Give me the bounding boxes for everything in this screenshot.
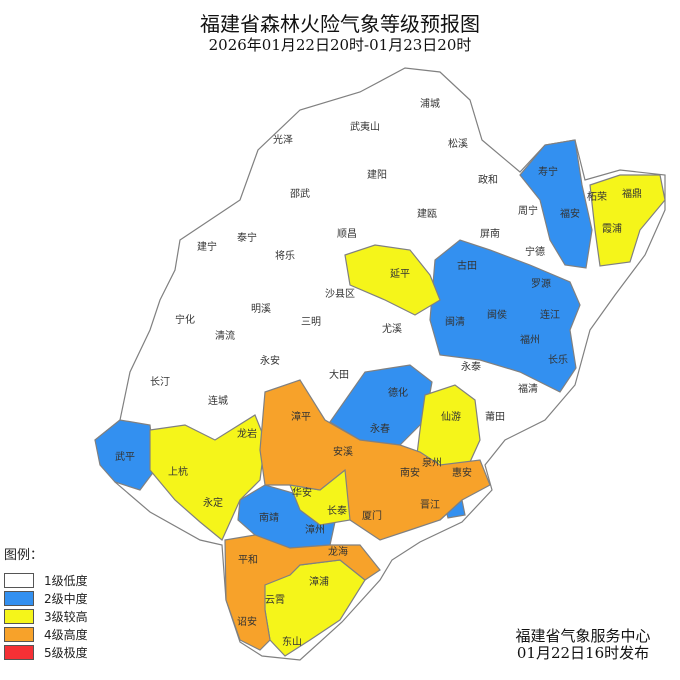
issuer-block: 福建省气象服务中心 01月22日16时发布 xyxy=(488,628,678,662)
legend-swatch xyxy=(4,608,34,624)
county-label: 周宁 xyxy=(518,204,538,217)
county-label: 大田 xyxy=(329,368,349,381)
county-label: 连江 xyxy=(540,308,560,321)
county-label: 建阳 xyxy=(367,168,387,181)
county-label: 莆田 xyxy=(485,410,505,423)
legend-item-level-3: 3级较高 xyxy=(4,607,88,625)
county-label: 永春 xyxy=(370,422,390,435)
legend-swatch xyxy=(4,572,34,588)
issuer-name: 福建省气象服务中心 xyxy=(515,627,651,645)
county-label: 顺昌 xyxy=(337,228,357,240)
county-label: 建宁 xyxy=(197,240,217,253)
county-label: 政和 xyxy=(478,173,498,186)
region-yanping xyxy=(344,244,441,316)
county-label: 厦门 xyxy=(362,509,382,522)
legend-item-level-4: 4级高度 xyxy=(4,625,88,643)
county-label: 建瓯 xyxy=(417,207,437,220)
county-label: 闽侯 xyxy=(487,308,507,321)
county-label: 东山 xyxy=(282,635,302,648)
region-wuping xyxy=(94,419,156,491)
legend-label: 4级高度 xyxy=(44,627,88,642)
region-xiapu-fuding xyxy=(589,174,666,267)
county-label: 安溪 xyxy=(333,445,353,458)
county-label: 福州 xyxy=(520,333,540,346)
region-zhangping-anxi-nanan xyxy=(259,379,491,541)
county-label: 惠安 xyxy=(452,466,472,479)
county-label: 漳平 xyxy=(291,410,311,423)
legend-swatch xyxy=(4,590,34,606)
county-label: 三明 xyxy=(301,316,321,328)
county-label: 德化 xyxy=(388,386,408,399)
legend-item-level-5: 5级极度 xyxy=(4,643,88,661)
county-label: 光泽 xyxy=(273,133,293,146)
county-label: 龙海 xyxy=(328,545,348,558)
legend-item-level-2: 2级中度 xyxy=(4,589,88,607)
county-label: 长乐 xyxy=(548,354,568,366)
legend-title: 图例： xyxy=(4,548,44,563)
county-label: 明溪 xyxy=(251,303,271,315)
county-label: 延平 xyxy=(390,268,410,280)
legend-swatch xyxy=(4,626,34,642)
county-label: 仙游 xyxy=(441,410,461,423)
county-label: 将乐 xyxy=(275,250,295,262)
county-label: 永安 xyxy=(260,354,280,367)
county-label: 漳州 xyxy=(305,523,325,536)
county-label: 武平 xyxy=(115,450,135,463)
county-label: 寿宁 xyxy=(538,165,558,178)
county-label: 永泰 xyxy=(461,360,481,373)
county-label: 尤溪 xyxy=(382,322,402,335)
county-label: 清流 xyxy=(215,329,235,342)
county-label: 诏安 xyxy=(237,615,257,628)
county-label: 连城 xyxy=(208,394,228,407)
region-longyan-shanghang xyxy=(149,414,266,541)
county-label: 长泰 xyxy=(327,504,347,517)
issue-time: 01月22日16时发布 xyxy=(516,644,650,662)
county-label: 罗源 xyxy=(531,277,551,290)
county-label: 宁德 xyxy=(525,245,545,258)
county-label: 云霄 xyxy=(265,594,285,606)
legend-label: 2级中度 xyxy=(44,591,88,606)
county-label: 闽清 xyxy=(445,315,465,328)
legend: 图例： 1级低度 2级中度 3级较高 4级高度 5级极度 xyxy=(4,544,88,661)
county-label: 邵武 xyxy=(290,187,310,200)
county-label: 上杭 xyxy=(168,465,188,478)
county-label: 屏南 xyxy=(480,227,500,240)
county-label: 龙岩 xyxy=(237,427,257,440)
region-shouning-fuan xyxy=(519,139,593,269)
map-title: 福建省森林火险气象等级预报图 xyxy=(200,12,480,36)
region-fuzhou xyxy=(429,239,581,393)
legend-swatch xyxy=(4,644,34,660)
legend-label: 3级较高 xyxy=(44,609,88,624)
county-label: 福鼎 xyxy=(622,187,642,200)
legend-label: 5级极度 xyxy=(44,645,88,660)
county-label: 华安 xyxy=(292,486,312,499)
county-label: 沙县区 xyxy=(325,288,355,300)
county-label: 永定 xyxy=(203,496,223,509)
county-label: 泰宁 xyxy=(237,231,257,244)
legend-item-level-1: 1级低度 xyxy=(4,571,88,589)
county-label: 晋江 xyxy=(420,499,440,511)
county-label: 平和 xyxy=(238,554,258,566)
county-label: 武夷山 xyxy=(350,120,380,133)
county-label: 福清 xyxy=(518,382,538,395)
county-label: 古田 xyxy=(457,259,477,272)
county-label: 柘荣 xyxy=(587,190,607,203)
county-label: 南安 xyxy=(400,466,420,479)
county-label: 霞浦 xyxy=(602,222,622,235)
county-label: 浦城 xyxy=(420,97,440,110)
province-outline xyxy=(94,67,666,661)
county-label: 泉州 xyxy=(422,456,442,469)
county-label: 宁化 xyxy=(175,313,195,326)
county-label: 福安 xyxy=(560,207,580,220)
legend-label: 1级低度 xyxy=(44,573,88,588)
map-subtitle: 2026年01月22日20时-01月23日20时 xyxy=(208,36,472,54)
county-label: 南靖 xyxy=(259,511,279,524)
region-pinghe-longhai-zhaoan xyxy=(224,534,381,651)
county-label: 长汀 xyxy=(150,376,170,388)
county-label: 松溪 xyxy=(448,137,468,150)
county-label: 漳浦 xyxy=(309,575,329,588)
